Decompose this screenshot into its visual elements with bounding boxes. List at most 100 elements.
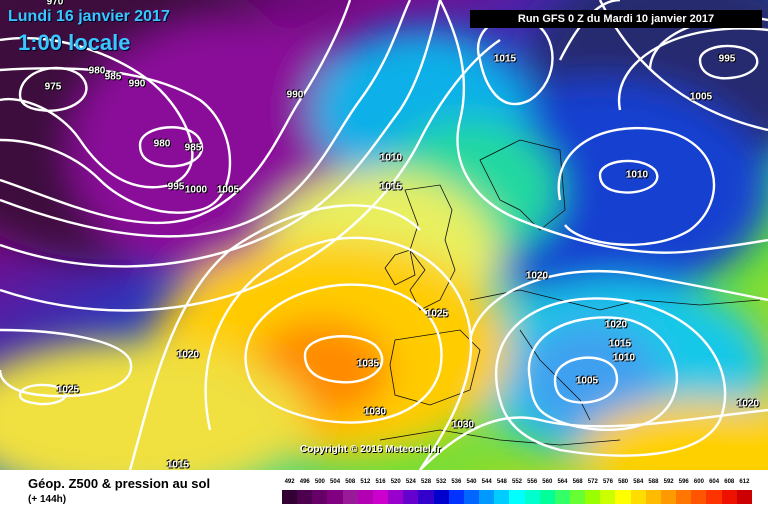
map-canvas: [0, 0, 768, 470]
isobar-label: 990: [128, 78, 146, 90]
color-scale-tick: 592: [663, 479, 674, 485]
isobar-label: 970: [46, 0, 64, 8]
color-scale-tick: 508: [345, 479, 356, 485]
isobar-label: 1035: [356, 358, 380, 370]
isobar-label: 1015: [166, 459, 190, 471]
isobar-label: 1000: [184, 184, 208, 196]
isobar-label: 980: [153, 138, 171, 150]
color-scale-tick: 540: [466, 479, 477, 485]
isobar-label: 1020: [525, 270, 549, 282]
isobar-label: 1015: [608, 338, 632, 350]
color-scale-swatch: [388, 490, 404, 504]
isobar-label: 1020: [176, 349, 200, 361]
isobar-label: 995: [718, 53, 736, 65]
color-scale-tick: 588: [648, 479, 659, 485]
isobar-label: 1020: [604, 319, 628, 331]
color-scale-swatch: [691, 490, 707, 504]
isobar-label: 1030: [451, 419, 475, 431]
color-scale-tick: 496: [299, 479, 310, 485]
color-scale-tick: 612: [739, 479, 750, 485]
color-scale-swatch: [463, 490, 480, 504]
color-scale-swatch: [403, 490, 419, 504]
color-scale-swatch: [418, 490, 434, 504]
color-scale-tick: 512: [360, 479, 371, 485]
forecast-time: 1:00 locale: [18, 30, 131, 55]
isobar-label: 1020: [736, 398, 760, 410]
color-scale-tick: 580: [618, 479, 629, 485]
color-scale-swatch: [342, 490, 358, 504]
isobar-label: 1005: [575, 375, 599, 387]
color-scale-tick: 544: [481, 479, 492, 485]
color-scale-labels: 492 496 500 504 508 512 516 520 524 528 532 536 540 5…: [282, 479, 752, 489]
color-scale-swatch: [539, 490, 555, 504]
color-scale-swatch: [509, 490, 525, 504]
isobar-label: 1025: [425, 308, 449, 320]
isobar-label: 990: [286, 89, 304, 101]
isobar-label: 1015: [379, 181, 403, 193]
color-scale-tick: 604: [709, 479, 720, 485]
color-scale-tick: 560: [542, 479, 553, 485]
color-scale-swatch: [660, 490, 677, 504]
color-scale-bar: [282, 490, 752, 504]
color-scale-swatch: [282, 490, 298, 504]
color-scale-swatch: [600, 490, 616, 504]
color-scale-tick: 552: [511, 479, 523, 485]
color-scale-tick: 520: [390, 479, 401, 485]
legend-title: Géop. Z500 & pression au sol: [28, 476, 211, 491]
color-scale-tick: 600: [693, 479, 704, 485]
color-scale-swatch: [327, 490, 343, 504]
color-scale-tick: 576: [602, 479, 613, 485]
color-scale-tick: 564: [557, 479, 568, 485]
model-run-label: Run GFS 0 Z du Mardi 10 janvier 2017: [470, 10, 762, 28]
color-scale-swatch: [630, 490, 646, 504]
color-scale-swatch: [721, 490, 737, 504]
color-scale-tick: 572: [587, 479, 598, 485]
legend-panel: Géop. Z500 & pression au sol (+ 144h) 49…: [0, 470, 768, 512]
color-scale-swatch: [676, 490, 692, 504]
isobar-label: 975: [44, 81, 62, 93]
color-scale-swatch: [585, 490, 601, 504]
color-scale-swatch: [569, 490, 586, 504]
isobar-label: 1005: [689, 91, 713, 103]
color-scale-tick: 532: [436, 479, 447, 485]
isobar-label: 1015: [493, 53, 517, 65]
color-scale-swatch: [448, 490, 464, 504]
color-scale-swatch: [554, 490, 570, 504]
color-scale-swatch: [372, 490, 389, 504]
color-scale-tick: 516: [375, 479, 386, 485]
color-scale-swatch: [312, 490, 328, 504]
color-scale-tick: 556: [527, 479, 538, 485]
color-scale-swatch: [433, 490, 449, 504]
isobar-label: 1010: [612, 352, 636, 364]
color-scale-swatch: [706, 490, 722, 504]
color-scale-swatch: [645, 490, 661, 504]
color-scale-swatch: [615, 490, 631, 504]
color-scale-tick: 548: [496, 479, 507, 485]
copyright-text: Copyright © 2016 Meteociel.fr: [300, 444, 441, 455]
color-scale-tick: 492: [284, 479, 295, 485]
color-scale-tick: 568: [572, 479, 583, 485]
isobar-label: 1010: [625, 169, 649, 181]
isobar-label: 1005: [216, 184, 240, 196]
color-scale-swatch: [357, 490, 373, 504]
isobar-label: 1030: [363, 406, 387, 418]
color-scale-swatch: [524, 490, 540, 504]
color-scale-tick: 524: [405, 479, 416, 485]
color-scale-tick: 536: [451, 479, 462, 485]
isobar-label: 985: [104, 71, 122, 83]
color-scale-tick: 608: [724, 479, 735, 485]
isobar-label: 985: [184, 142, 202, 154]
color-scale-swatch: [736, 490, 752, 504]
isobar-label: 1010: [379, 152, 403, 164]
legend-subtitle: (+ 144h): [28, 494, 67, 505]
forecast-date: Lundi 16 janvier 2017: [8, 8, 170, 25]
color-scale-swatch: [494, 490, 510, 504]
color-scale-tick: 500: [314, 479, 325, 485]
color-scale-swatch: [297, 490, 313, 504]
color-scale-swatch: [479, 490, 495, 504]
color-scale-tick: 596: [678, 479, 689, 485]
color-scale-tick: 504: [330, 479, 341, 485]
isobar-label: 980: [88, 65, 106, 77]
weather-map: 970 975 980 985 990 990 980 985 995 1000…: [0, 0, 768, 470]
color-scale-tick: 528: [421, 479, 432, 485]
